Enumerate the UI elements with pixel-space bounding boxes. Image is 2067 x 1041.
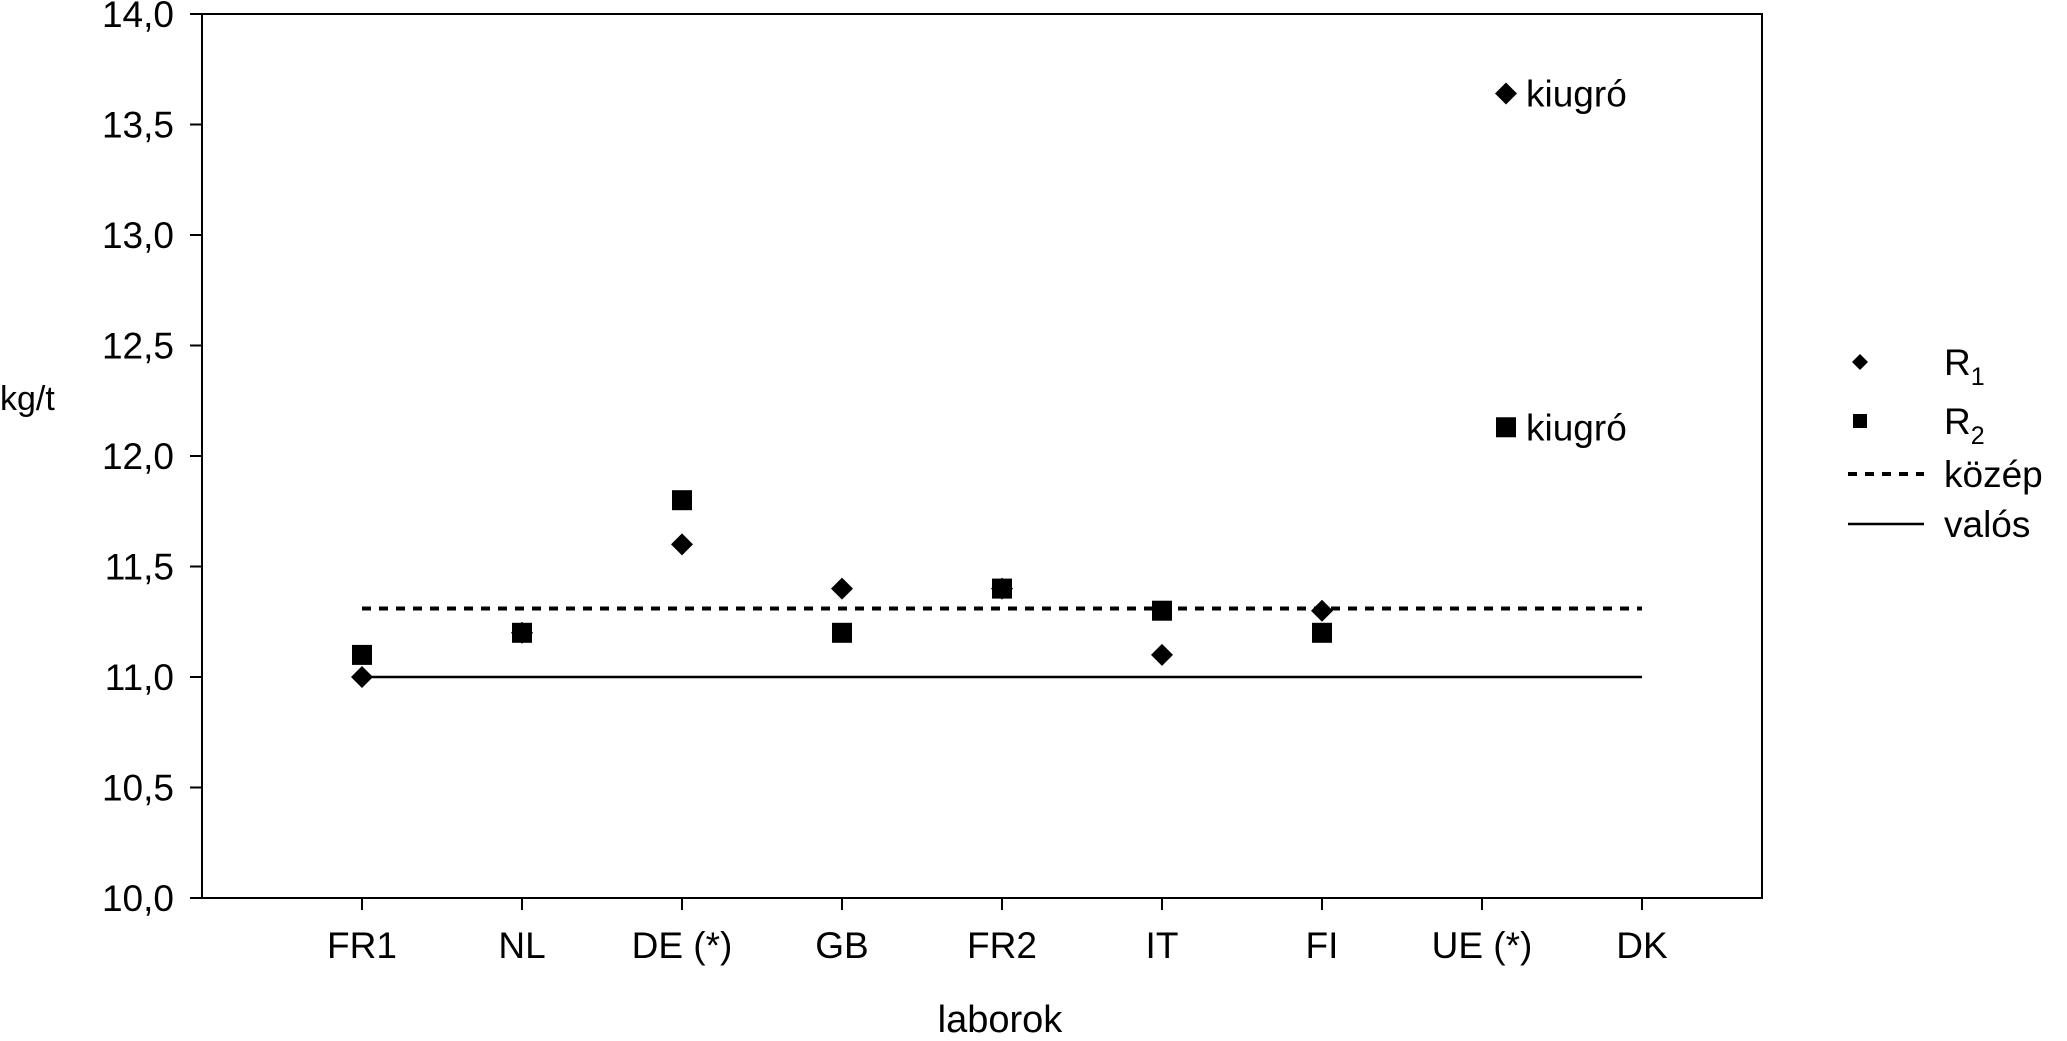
plot-frame [201,13,1763,899]
x-tick-label: NL [498,925,545,966]
legend-r2-marker [1853,414,1867,428]
annotations-layer: kiugró kiugró [1526,74,1627,449]
legend-true-label: valós [1944,504,2030,545]
r2-point [512,622,532,643]
y-tick-label: 11,5 [105,547,174,588]
y-tick-label: 11,0 [105,657,174,698]
r2-point [352,644,372,665]
data-marks-layer [351,82,1517,688]
y-tick-label: 12,0 [102,436,174,477]
x-tick-label: GB [815,925,868,966]
legend-mean-label: közép [1944,454,2043,495]
x-tick-label: UE (*) [1432,925,1533,966]
r1-point [1311,599,1333,622]
r2-point [1152,600,1172,621]
x-tick-label: FR2 [967,925,1037,966]
reference-lines-layer [362,606,1642,679]
axes-layer: 10,0 10,5 11,0 11,5 12,0 12,5 13,0 13,5 14,0 FR1 N… [102,0,1763,966]
x-axis-label: laborok [938,999,1064,1036]
outlier-label: kiugró [1526,74,1627,115]
legend-r1-marker [1852,354,1868,370]
x-tick-label: IT [1146,925,1179,966]
x-tick-label: DE (*) [632,925,733,966]
x-tick-label: FR1 [327,925,397,966]
r2-point [1312,622,1332,643]
legend-subscript: 1 [1971,363,1985,391]
legend-r2-label: R2 [1944,401,1985,450]
x-tick-label: DK [1616,925,1668,966]
y-tick-label: 14,0 [102,0,174,35]
r1-point [671,533,693,556]
y-tick-label: 13,0 [102,215,174,256]
r1-point [351,666,373,688]
y-tick-label: 10,5 [102,768,174,809]
r2-point [832,622,852,643]
x-tick-label: FI [1306,925,1339,966]
r2-point [1496,417,1516,438]
y-tick-label: 13,5 [102,105,174,146]
y-tick-label: 12,5 [102,326,174,367]
r1-point [1495,82,1517,105]
legend-r1-label: R1 [1944,342,1985,391]
y-tick-label: 10,0 [102,878,174,919]
outlier-label: kiugró [1526,407,1627,448]
r1-point [1151,643,1173,666]
r2-point [672,490,692,511]
r1-point [831,577,853,600]
legend-subscript: 2 [1971,422,1985,450]
y-axis-label: kg/t [0,380,55,418]
r2-point [992,578,1012,599]
